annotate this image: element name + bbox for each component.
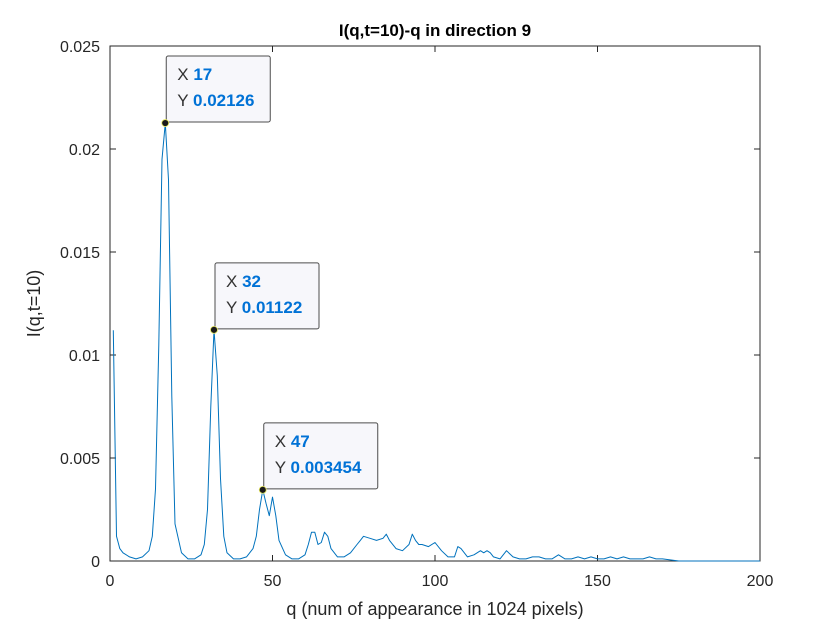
- data-tip-marker[interactable]: [258, 485, 267, 494]
- data-tip[interactable]: X 17Y 0.02126: [161, 55, 271, 127]
- data-tip-x-key: X: [226, 272, 242, 291]
- y-tick-label: 0.005: [60, 451, 100, 468]
- data-tip-y-key: Y: [226, 298, 242, 317]
- x-tick-label: 100: [422, 573, 449, 590]
- y-tick-label: 0.015: [60, 245, 100, 262]
- data-tip-y-value: 0.003454: [291, 458, 362, 477]
- data-tip[interactable]: X 32Y 0.01122: [210, 262, 320, 334]
- y-tick-label: 0: [91, 554, 100, 571]
- data-tip-x: X 47: [275, 432, 310, 451]
- data-tip-y-value: 0.02126: [193, 91, 254, 110]
- x-tick-label: 0: [106, 573, 115, 590]
- data-tip-y-value: 0.01122: [242, 298, 303, 317]
- data-tip-x-value: 32: [242, 272, 261, 291]
- y-tick-label: 0.025: [60, 39, 100, 56]
- y-tick-label: 0.02: [69, 142, 100, 159]
- x-axis-label: q (num of appearance in 1024 pixels): [286, 599, 583, 619]
- data-tip-y-key: Y: [177, 91, 193, 110]
- series-line: [112, 122, 760, 562]
- data-tip-box: [214, 262, 320, 330]
- series-layer: [112, 122, 760, 562]
- data-tip-x-value: 47: [291, 432, 310, 451]
- data-tip-y-key: Y: [275, 458, 291, 477]
- data-tip[interactable]: X 47Y 0.003454: [258, 422, 379, 494]
- plot-area: [109, 45, 761, 562]
- data-tip-x-key: X: [177, 65, 193, 84]
- data-tip-y: Y 0.003454: [275, 458, 362, 477]
- data-tip-x: X 17: [177, 65, 212, 84]
- data-tip-y: Y 0.02126: [177, 91, 254, 110]
- data-tip-y: Y 0.01122: [226, 298, 302, 317]
- data-tip-box: [263, 422, 379, 490]
- data-tip-marker[interactable]: [210, 325, 218, 334]
- y-axis-label: I(q,t=10): [24, 270, 44, 338]
- data-tip-x: X 32: [226, 272, 261, 291]
- y-tick-label: 0.01: [69, 348, 100, 365]
- data-tip-box: [165, 55, 271, 123]
- x-tick-label: 150: [584, 573, 611, 590]
- chart-title: I(q,t=10)-q in direction 9: [339, 21, 531, 40]
- data-tip-x-value: 17: [193, 65, 212, 84]
- x-tick-label: 50: [264, 573, 282, 590]
- x-tick-label: 200: [747, 573, 774, 590]
- axis-ticks: 0 50 100 150 200 0 0.005 0.01 0.015 0.02 0.025: [60, 39, 773, 590]
- data-tip-marker[interactable]: [161, 119, 170, 127]
- data-tip-x-key: X: [275, 432, 291, 451]
